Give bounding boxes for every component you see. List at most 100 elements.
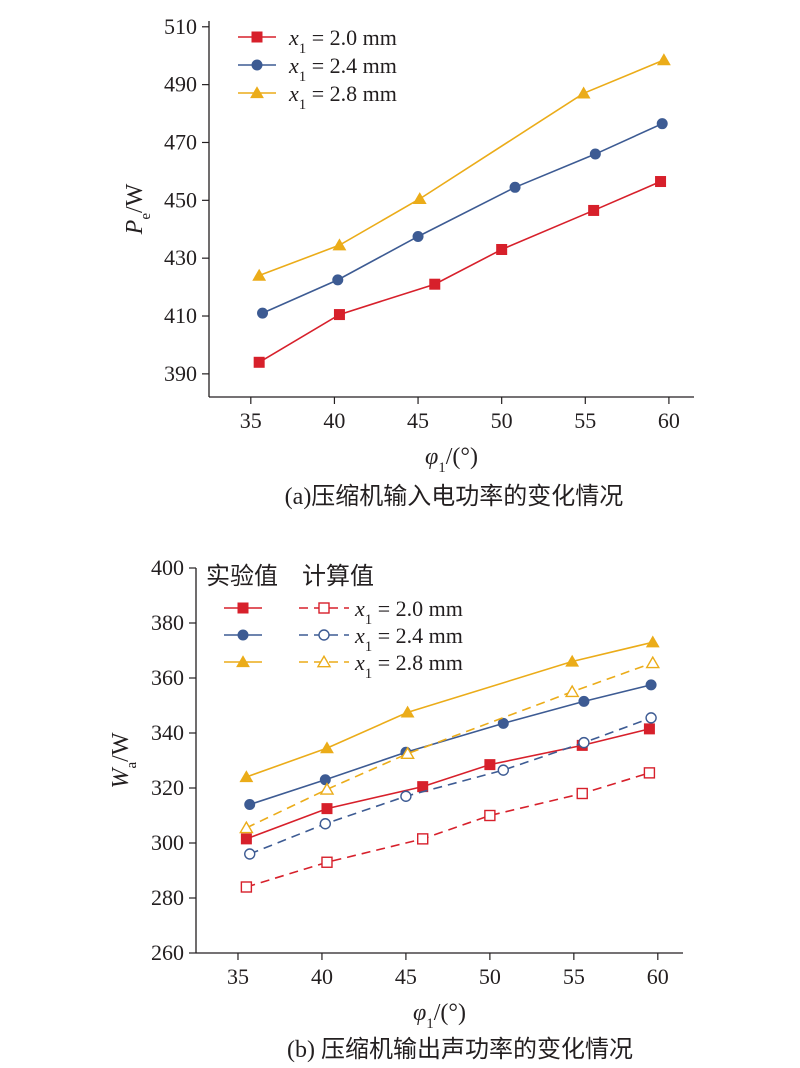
data-point	[588, 204, 600, 216]
data-point	[497, 764, 510, 776]
y-tick-label: 430	[164, 245, 197, 270]
data-point	[645, 679, 657, 691]
y-tick-label: 490	[164, 72, 197, 97]
label-subscript: 1	[365, 666, 373, 682]
legend-item: x1 = 2.0 mm	[224, 596, 463, 628]
label-rest: = 2.4 mm	[306, 53, 397, 78]
data-point	[565, 654, 580, 667]
legend-swatch-marker	[318, 602, 330, 614]
data-point	[497, 717, 509, 729]
y-tick-label: 360	[151, 665, 184, 690]
data-point	[332, 274, 344, 286]
x-tick-label: 55	[563, 964, 585, 989]
legend-header-experimental: 实验值	[206, 563, 278, 590]
legend-swatch-marker	[237, 629, 249, 641]
data-point	[645, 635, 660, 648]
data-point	[484, 759, 496, 771]
y-tick-label: 400	[151, 555, 184, 580]
legend-label: x1 = 2.0 mm	[288, 25, 397, 57]
label-rest: /W	[122, 183, 148, 213]
data-point	[321, 803, 333, 815]
data-point	[429, 278, 441, 290]
label-rest: /W	[108, 732, 134, 762]
data-point	[412, 230, 424, 242]
label-subscript: 1	[365, 612, 373, 628]
series-line	[258, 180, 661, 363]
data-point	[655, 176, 667, 188]
y-tick-label: 410	[164, 303, 197, 328]
data-point	[319, 782, 335, 795]
series-0	[253, 176, 667, 368]
series-line	[246, 772, 650, 888]
series-2	[252, 53, 671, 281]
label-subscript: 1	[299, 69, 307, 85]
data-point	[578, 736, 590, 749]
data-point	[656, 53, 671, 66]
label-symbol: W	[108, 767, 134, 789]
x-tick-label: 55	[574, 408, 596, 433]
series-2	[239, 635, 660, 783]
x-tick-label: 45	[395, 964, 417, 989]
x-tick-label: 60	[647, 964, 669, 989]
data-point	[400, 746, 415, 759]
data-point	[244, 799, 256, 810]
label-rest: = 2.0 mm	[306, 25, 397, 50]
legend-swatch-marker	[237, 602, 249, 614]
figure-caption: (b) 压缩机输出声功率的变化情况	[287, 1036, 633, 1063]
y-tick-label: 340	[151, 720, 184, 745]
label-subscript: 1	[365, 639, 373, 655]
y-tick-label: 450	[164, 187, 197, 212]
x-tick-label: 50	[479, 964, 501, 989]
legend-swatch-marker	[236, 655, 250, 668]
series-line	[249, 684, 652, 806]
y-tick-label: 380	[151, 610, 184, 635]
x-tick-label: 45	[407, 408, 429, 433]
label-symbol: x	[354, 650, 365, 675]
x-tick-label: 60	[658, 408, 680, 433]
x-tick-label: 35	[240, 408, 262, 433]
legend-item: x1 = 2.0 mm	[238, 25, 397, 57]
data-point	[257, 307, 269, 319]
legend-label: x1 = 2.4 mm	[288, 53, 397, 85]
data-point	[643, 723, 655, 735]
data-point	[417, 833, 429, 845]
y-tick-label: 390	[164, 361, 197, 386]
legend-label: x1 = 2.8 mm	[354, 650, 463, 682]
label-subscript: 1	[299, 41, 307, 57]
data-point	[400, 790, 412, 802]
data-point	[240, 833, 252, 845]
label-symbol: φ	[425, 444, 438, 470]
label-rest: /(°)	[434, 1000, 466, 1026]
legend-swatch-marker	[250, 86, 264, 99]
data-point	[333, 309, 345, 321]
label-symbol: x	[354, 623, 365, 648]
data-point	[645, 655, 661, 669]
data-point	[320, 741, 334, 754]
legend-label: x1 = 2.8 mm	[288, 81, 397, 113]
data-point	[576, 86, 591, 99]
data-point	[252, 268, 267, 281]
label-rest: = 2.8 mm	[306, 81, 397, 106]
y-tick-label: 320	[151, 775, 184, 800]
label-symbol: x	[354, 596, 365, 621]
label-rest: = 2.0 mm	[372, 596, 463, 621]
data-point	[578, 695, 590, 707]
data-point	[496, 243, 508, 255]
legend-header-calculated: 计算值	[302, 563, 374, 590]
x-tick-label: 35	[227, 964, 249, 989]
series-5	[239, 655, 661, 834]
series-line	[249, 717, 652, 855]
label-subscript: a	[124, 762, 140, 769]
y-axis-title: Wa/W	[108, 732, 140, 788]
series-1	[257, 118, 668, 319]
data-point	[589, 148, 601, 160]
x-tick-label: 50	[491, 408, 513, 433]
x-axis-title: φ1/(°)	[413, 1000, 466, 1032]
data-point	[239, 820, 254, 834]
label-rest: /(°)	[446, 444, 478, 470]
data-point	[239, 770, 254, 783]
